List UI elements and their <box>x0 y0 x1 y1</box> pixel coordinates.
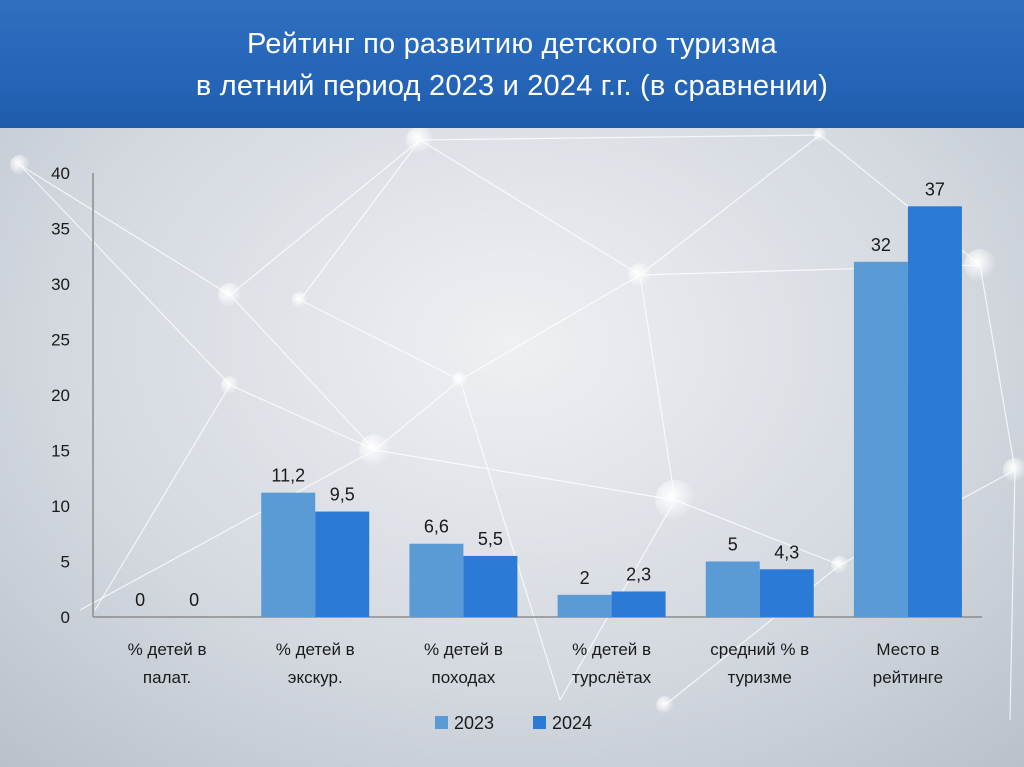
bar-2024-6 <box>907 206 962 618</box>
category-labels: % детей в палат. % детей в экскур. % детей в… <box>128 640 943 687</box>
y-tick-label: 40 <box>51 164 70 183</box>
y-tick-label: 30 <box>51 275 70 294</box>
bar-2023-6 <box>853 261 908 617</box>
category-label-3-line-2: походах <box>432 668 496 687</box>
legend-label-2024: 2024 <box>552 713 592 733</box>
category-label-6-line-2: рейтинге <box>873 668 943 687</box>
category-label-1-line-2: палат. <box>143 668 191 687</box>
data-labels: 0 0 11,2 9,5 6,6 5,5 2 2,3 5 4,3 32 37 <box>135 179 945 610</box>
legend-swatch-2024 <box>533 716 546 729</box>
slide-title-line-1: Рейтинг по развитию детского туризма <box>246 28 778 60</box>
bar-2023-5 <box>705 561 760 617</box>
bar-2024-2 <box>315 511 370 617</box>
data-label-2023-1: 0 <box>135 590 145 610</box>
bars <box>261 206 962 618</box>
category-label-2-line-2: экскур. <box>288 668 343 687</box>
category-label-3-line-1: % детей в <box>424 640 503 659</box>
category-label-6-line-1: Место в <box>876 640 939 659</box>
data-label-2024-3: 5,5 <box>478 529 503 549</box>
bar-2024-3 <box>463 555 518 617</box>
data-label-2023-4: 2 <box>580 568 590 588</box>
legend: 2023 2024 <box>435 713 592 733</box>
y-tick-label: 20 <box>51 386 70 405</box>
bar-2023-3 <box>409 543 464 617</box>
category-label-5-line-2: туризме <box>728 668 792 687</box>
data-label-2023-6: 32 <box>871 235 891 255</box>
y-axis: 0 5 10 15 20 25 30 35 40 <box>51 164 94 627</box>
data-label-2024-5: 4,3 <box>774 542 799 562</box>
data-label-2023-3: 6,6 <box>424 517 449 537</box>
data-label-2023-5: 5 <box>728 535 738 555</box>
legend-label-2023: 2023 <box>454 713 494 733</box>
y-tick-label: 15 <box>51 442 70 461</box>
slide-title-line-2: в летний период 2023 и 2024 г.г. (в срав… <box>195 70 829 102</box>
y-tick-label: 0 <box>61 608 70 627</box>
bar-2024-4 <box>611 591 666 617</box>
data-label-2024-1: 0 <box>189 590 199 610</box>
bar-2023-2 <box>261 492 316 617</box>
category-label-5-line-1: средний % в <box>710 640 809 659</box>
data-label-2024-6: 37 <box>925 179 945 199</box>
title-bar: Рейтинг по развитию детского туризма в л… <box>0 0 1024 128</box>
y-tick-label: 10 <box>51 497 70 516</box>
bar-2024-5 <box>759 569 814 617</box>
y-tick-label: 5 <box>61 553 70 572</box>
data-label-2024-4: 2,3 <box>626 564 651 584</box>
category-label-4-line-2: турслётах <box>572 668 652 687</box>
category-label-2-line-1: % детей в <box>276 640 355 659</box>
data-label-2024-2: 9,5 <box>330 485 355 505</box>
y-tick-label: 35 <box>51 220 70 239</box>
legend-swatch-2023 <box>435 716 448 729</box>
bar-2023-4 <box>557 594 612 617</box>
y-tick-label: 25 <box>51 331 70 350</box>
category-label-4-line-1: % детей в <box>572 640 651 659</box>
data-label-2023-2: 11,2 <box>271 466 305 486</box>
category-label-1-line-1: % детей в <box>128 640 207 659</box>
